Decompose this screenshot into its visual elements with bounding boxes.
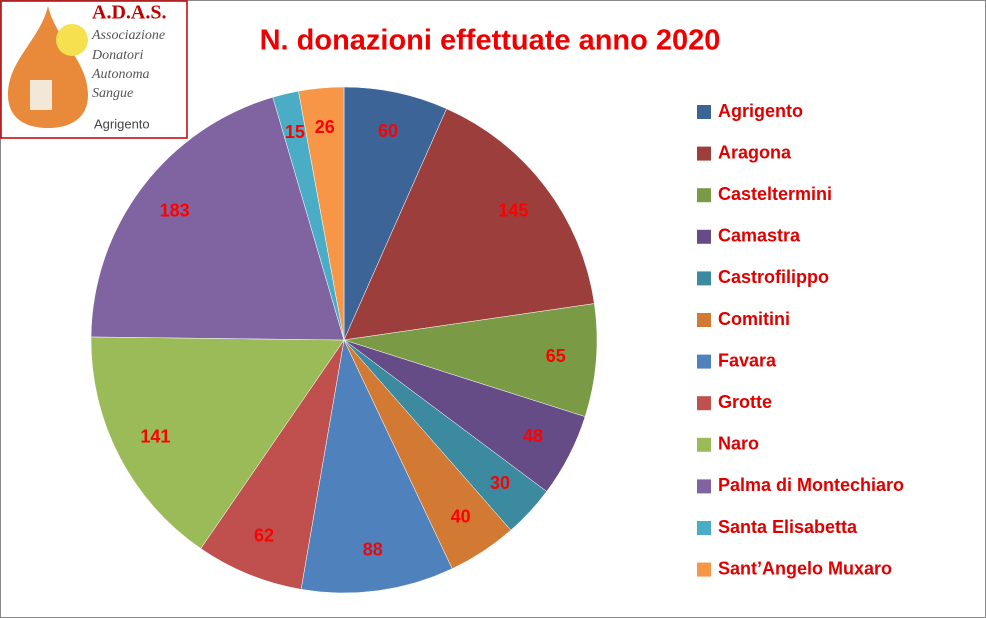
legend-label: Agrigento bbox=[718, 101, 803, 121]
legend-swatch bbox=[697, 562, 711, 577]
legend-label: Grotte bbox=[718, 392, 772, 412]
legend-swatch bbox=[697, 229, 711, 244]
legend-swatch bbox=[697, 437, 711, 452]
legend-label: Palma di Montechiaro bbox=[718, 475, 904, 495]
logo-sun bbox=[56, 24, 88, 56]
legend-label: Comitini bbox=[718, 309, 790, 329]
logo-name: A.D.A.S. bbox=[92, 2, 166, 24]
legend-swatch bbox=[697, 271, 711, 286]
logo-line: Associazione bbox=[91, 28, 165, 43]
pie-slice bbox=[343, 108, 595, 341]
data-label: 15 bbox=[285, 122, 305, 142]
data-label: 30 bbox=[490, 473, 510, 493]
data-label: 65 bbox=[546, 346, 566, 366]
legend-label: Casteltermini bbox=[718, 184, 832, 204]
legend-swatch bbox=[697, 313, 711, 327]
legend-label: Favara bbox=[718, 350, 777, 370]
legend-swatch bbox=[697, 521, 711, 535]
logo-line: Autonoma bbox=[91, 67, 150, 82]
chart-title: N. donazioni effettuate anno 2020 bbox=[260, 25, 721, 57]
pie-slice bbox=[90, 96, 345, 341]
pie-slice bbox=[300, 339, 453, 594]
legend-label: Aragona bbox=[718, 142, 792, 162]
legend-label: Santa Elisabetta bbox=[718, 517, 858, 537]
data-label: 40 bbox=[451, 506, 471, 526]
legend-swatch bbox=[697, 479, 711, 494]
logo-line: Sangue bbox=[92, 86, 133, 101]
logo-temple bbox=[30, 80, 52, 110]
legend-label: Sant’Angelo Muxaro bbox=[718, 558, 892, 578]
pie-slice bbox=[90, 336, 345, 549]
legend-label: Castrofilippo bbox=[718, 267, 829, 287]
legend-swatch bbox=[697, 105, 711, 119]
logo-city: Agrigento bbox=[94, 116, 150, 131]
pie-slice bbox=[200, 339, 345, 590]
data-label: 183 bbox=[160, 200, 190, 220]
data-label: 26 bbox=[315, 117, 335, 137]
logo: A.D.A.S. Associazione Donatori Autonoma … bbox=[0, 0, 188, 139]
logo-line: Donatori bbox=[91, 48, 143, 63]
data-label: 145 bbox=[498, 200, 528, 220]
legend-swatch bbox=[697, 354, 711, 369]
legend-label: Camastra bbox=[718, 226, 801, 246]
pie-slice bbox=[343, 303, 598, 417]
legend-swatch bbox=[697, 146, 711, 161]
data-label: 60 bbox=[378, 121, 398, 141]
data-label: 88 bbox=[363, 539, 383, 559]
logo-drop bbox=[8, 6, 88, 128]
pie-slice bbox=[298, 86, 345, 341]
legend-label: Naro bbox=[718, 434, 759, 454]
data-label: 141 bbox=[140, 427, 170, 447]
legend-swatch bbox=[697, 396, 711, 411]
data-label: 48 bbox=[523, 426, 543, 446]
legend-swatch bbox=[697, 188, 711, 203]
data-label: 62 bbox=[254, 526, 274, 546]
